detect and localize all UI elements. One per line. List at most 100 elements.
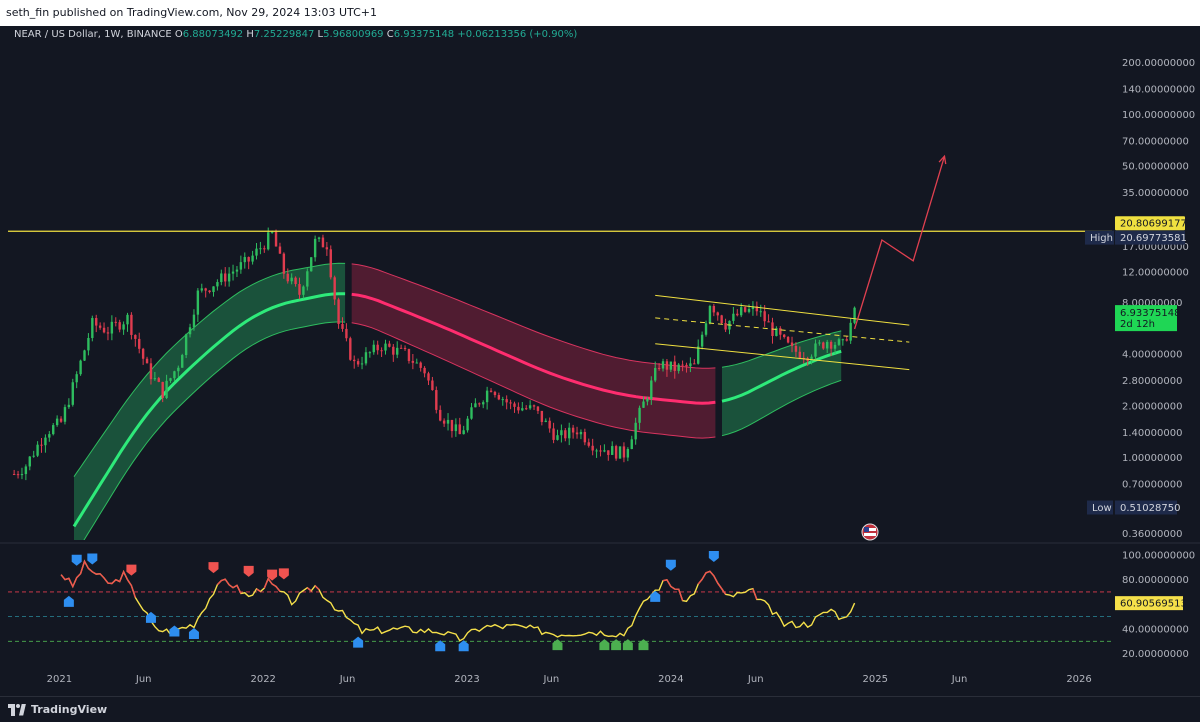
oscillator-signal-marker <box>650 590 661 602</box>
time-axis-label: Jun <box>747 674 764 685</box>
candle <box>568 422 571 446</box>
candle-body <box>52 425 55 435</box>
low-tag-bg <box>1087 500 1113 515</box>
candle-body <box>462 430 465 435</box>
candle-body <box>313 238 317 258</box>
candle-body <box>235 269 239 272</box>
candle <box>212 286 215 297</box>
candle <box>130 312 133 340</box>
ribbon-band <box>72 262 842 540</box>
candle <box>396 341 399 359</box>
candle-body <box>188 327 192 335</box>
ribbon-center-red <box>351 292 716 405</box>
candle <box>224 267 227 287</box>
candle-body <box>134 334 137 339</box>
candle <box>849 318 852 344</box>
candle-body <box>353 359 356 362</box>
candle <box>638 405 641 430</box>
candle <box>59 416 63 423</box>
candle <box>767 314 770 323</box>
candle <box>755 301 759 316</box>
candle-body <box>517 406 520 411</box>
candle-body <box>267 232 270 250</box>
candle-body <box>91 318 94 338</box>
channel-middle-line <box>655 317 910 343</box>
candle-body <box>611 446 614 455</box>
candle-body <box>442 420 446 424</box>
low-value-text: 0.51028750 <box>1120 503 1180 514</box>
candle-body <box>673 361 676 371</box>
candle-body <box>779 328 782 335</box>
oscillator-overbought-segment <box>662 579 684 601</box>
candle-body <box>216 282 219 287</box>
candle-body <box>489 390 493 392</box>
candle <box>251 250 254 265</box>
candle <box>220 269 223 286</box>
signal-up-marker <box>188 627 199 639</box>
candle <box>442 418 446 427</box>
candle-body <box>657 367 661 369</box>
candle <box>583 428 587 446</box>
high-value-text: 20.69773581 <box>1120 233 1187 244</box>
candle-body <box>587 442 590 446</box>
candle <box>75 371 78 389</box>
candle <box>204 287 207 298</box>
oscillator-overbought-segment <box>314 585 320 591</box>
signal-up-marker <box>611 639 622 651</box>
time-axis-label: Jun <box>339 674 356 685</box>
candle <box>528 400 532 410</box>
oscillator-current-text: 60.90569513 <box>1120 599 1187 610</box>
candle <box>138 332 141 354</box>
candle-body <box>423 367 426 374</box>
signal-up-marker <box>353 636 364 648</box>
candle <box>724 318 727 333</box>
signal-down-marker <box>243 565 254 577</box>
candle <box>286 268 289 284</box>
low-value-bg <box>1115 500 1177 515</box>
candle <box>372 340 375 355</box>
candle-body <box>474 403 477 408</box>
candle-body <box>669 361 673 370</box>
oscillator-signal-marker <box>145 611 156 623</box>
candle-body <box>470 407 473 419</box>
candle <box>826 339 829 354</box>
candle <box>149 358 153 385</box>
candle-body <box>814 343 817 357</box>
candle <box>497 392 501 401</box>
price-axis-label: 50.00000000 <box>1122 161 1189 172</box>
candle-body <box>638 407 641 423</box>
price-axis-label: 200.00000000 <box>1122 58 1195 69</box>
high-tag-bg <box>1085 230 1114 245</box>
candle <box>681 360 684 372</box>
candle-body <box>360 363 364 365</box>
candle <box>188 323 192 338</box>
candle-body <box>798 351 802 358</box>
tradingview-logo[interactable]: TradingView <box>8 703 107 716</box>
candle-body <box>310 257 313 272</box>
oscillator-signal-marker <box>63 595 74 607</box>
candle <box>63 404 67 425</box>
candle-body <box>341 324 344 329</box>
candle <box>564 428 567 442</box>
candle <box>427 371 430 386</box>
candle <box>521 402 524 412</box>
candle <box>716 311 719 321</box>
candle-body <box>822 342 825 349</box>
candle-body <box>427 373 430 381</box>
candle <box>775 326 778 337</box>
candle <box>720 314 723 325</box>
candle <box>294 276 297 287</box>
candle-body <box>509 402 512 404</box>
candle-body <box>95 318 98 326</box>
candle-body <box>548 420 551 429</box>
candle-body <box>755 306 759 312</box>
candle <box>544 418 547 423</box>
oscillator-overbought-segment <box>256 588 261 593</box>
candle-body <box>79 360 82 375</box>
candle-body <box>767 321 770 323</box>
change-value: +0.06213356 (+0.90%) <box>457 29 578 40</box>
candle <box>216 279 219 291</box>
candle <box>759 304 762 317</box>
candle-body <box>560 430 563 436</box>
